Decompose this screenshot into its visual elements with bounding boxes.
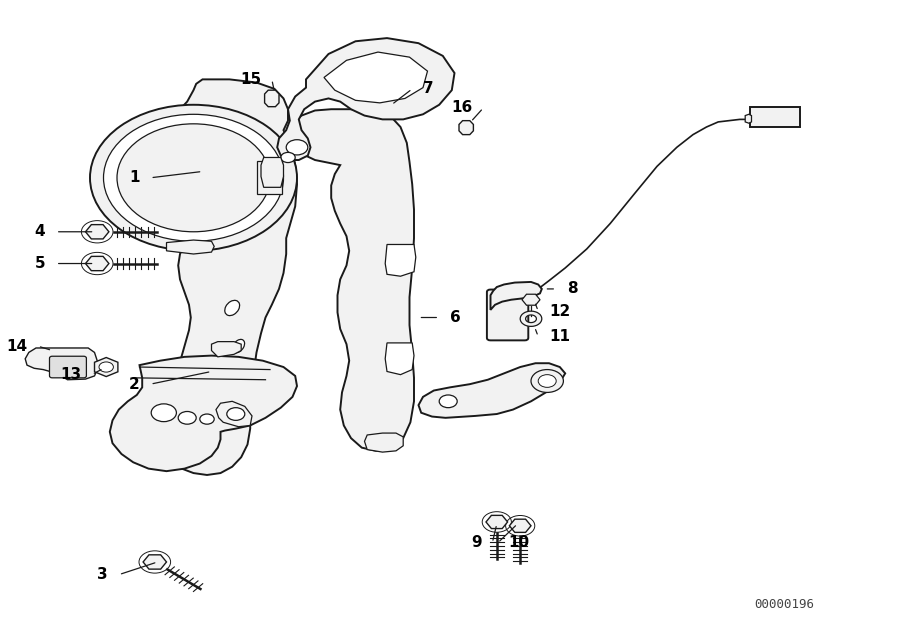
Polygon shape xyxy=(216,401,252,427)
Polygon shape xyxy=(385,343,414,375)
Text: 2: 2 xyxy=(129,377,140,392)
Polygon shape xyxy=(265,90,279,107)
Text: 9: 9 xyxy=(471,535,482,551)
Text: 00000196: 00000196 xyxy=(754,598,814,611)
Ellipse shape xyxy=(225,300,239,316)
FancyBboxPatch shape xyxy=(750,107,800,127)
Polygon shape xyxy=(277,38,454,160)
Polygon shape xyxy=(166,240,214,254)
Circle shape xyxy=(90,105,297,251)
Text: 6: 6 xyxy=(450,310,461,325)
Polygon shape xyxy=(459,121,473,135)
Polygon shape xyxy=(169,79,297,475)
Text: 11: 11 xyxy=(549,329,570,344)
Text: 4: 4 xyxy=(34,224,45,239)
Circle shape xyxy=(281,152,295,163)
Text: 3: 3 xyxy=(97,567,108,582)
Polygon shape xyxy=(94,358,118,377)
FancyBboxPatch shape xyxy=(487,290,528,340)
Circle shape xyxy=(104,114,284,241)
Text: 10: 10 xyxy=(508,535,529,551)
Circle shape xyxy=(439,395,457,408)
Polygon shape xyxy=(261,157,284,187)
Circle shape xyxy=(200,414,214,424)
Circle shape xyxy=(117,124,270,232)
Text: 12: 12 xyxy=(549,304,571,319)
Circle shape xyxy=(531,370,563,392)
Polygon shape xyxy=(509,519,531,532)
Circle shape xyxy=(178,411,196,424)
Polygon shape xyxy=(212,342,241,357)
Text: 15: 15 xyxy=(240,72,261,87)
Ellipse shape xyxy=(232,339,245,353)
FancyBboxPatch shape xyxy=(256,161,282,194)
Polygon shape xyxy=(143,555,166,569)
Text: 16: 16 xyxy=(451,100,472,116)
Circle shape xyxy=(99,362,113,372)
Circle shape xyxy=(538,375,556,387)
Text: 5: 5 xyxy=(34,256,45,271)
Polygon shape xyxy=(86,257,109,271)
Polygon shape xyxy=(110,356,297,471)
Polygon shape xyxy=(324,52,428,103)
Polygon shape xyxy=(286,108,414,451)
Text: 7: 7 xyxy=(423,81,434,97)
Text: 13: 13 xyxy=(60,367,81,382)
Circle shape xyxy=(151,404,176,422)
Polygon shape xyxy=(385,244,416,276)
FancyBboxPatch shape xyxy=(50,356,86,378)
Polygon shape xyxy=(86,225,109,239)
Polygon shape xyxy=(522,294,540,305)
Polygon shape xyxy=(418,363,565,418)
Polygon shape xyxy=(486,516,508,528)
Polygon shape xyxy=(364,433,403,452)
Text: 14: 14 xyxy=(6,338,27,354)
Polygon shape xyxy=(491,282,542,310)
Circle shape xyxy=(227,408,245,420)
Polygon shape xyxy=(745,114,751,123)
Text: 8: 8 xyxy=(567,281,578,297)
Circle shape xyxy=(286,140,308,155)
Text: 1: 1 xyxy=(129,170,140,185)
Polygon shape xyxy=(25,348,97,380)
